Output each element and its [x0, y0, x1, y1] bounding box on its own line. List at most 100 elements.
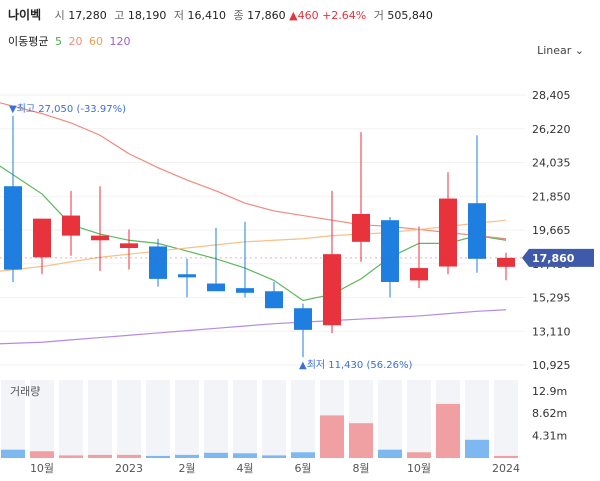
- low-annotation: ▲최저 11,430 (56.26%): [299, 359, 412, 371]
- candle-body: [149, 246, 167, 279]
- ma-20-label[interactable]: 20: [68, 35, 83, 48]
- x-axis-label: 10월: [407, 462, 431, 475]
- volume-column-bg: [59, 380, 83, 458]
- low-value: 16,410: [187, 9, 227, 22]
- ma-120-line: [0, 309, 507, 345]
- candle-body: [352, 214, 370, 242]
- volume-bar: [320, 415, 344, 458]
- volume-bar: [436, 403, 460, 458]
- candle-body: [294, 308, 312, 330]
- volume-bar: [262, 455, 286, 458]
- volume-bar: [349, 423, 373, 458]
- volume-bar: [117, 454, 141, 458]
- price-tick-label: 21,850: [532, 190, 571, 203]
- volume-column-bg: [262, 380, 286, 458]
- price-tick-label: 10,925: [532, 359, 571, 372]
- price-tick-label: 19,665: [532, 224, 571, 237]
- volume-bar: [30, 451, 54, 458]
- volume-column-bg: [378, 380, 402, 458]
- volume-bar: [146, 455, 170, 458]
- x-axis-label: 2023: [115, 462, 143, 475]
- close-label: 종: [233, 9, 244, 22]
- scale-mode-dropdown[interactable]: Linear ⌄: [537, 44, 584, 57]
- volume-column-bg: [1, 380, 25, 458]
- candle-body: [91, 235, 109, 241]
- candle-body: [381, 220, 399, 282]
- quote-header: 나이벡 시 17,280 고 18,190 저 16,410 종 17,860 …: [8, 6, 433, 23]
- open-value: 17,280: [68, 9, 107, 22]
- x-axis-label: 10월: [30, 462, 54, 475]
- volume-bar: [378, 449, 402, 458]
- volume-tick-label: 8.62m: [532, 407, 567, 420]
- volume-column-bg: [117, 380, 141, 458]
- x-axis-label: 8월: [352, 462, 369, 475]
- volume-column-bg: [407, 380, 431, 458]
- candle-body: [265, 291, 283, 309]
- stock-name: 나이벡: [8, 8, 42, 22]
- volume-value: 505,840: [387, 9, 433, 22]
- candle-body: [207, 283, 225, 292]
- change-value: ▲460 +2.64%: [289, 9, 367, 22]
- volume-tick-label: 12.9m: [532, 385, 567, 398]
- price-tick-label: 15,295: [532, 292, 571, 305]
- ma-5-label[interactable]: 5: [54, 35, 62, 48]
- volume-column-bg: [88, 380, 112, 458]
- volume-axis-label: 거래량: [10, 385, 40, 398]
- candle-body: [497, 257, 515, 267]
- volume-bar: [407, 452, 431, 458]
- x-axis-label: 2024: [492, 462, 520, 475]
- volume-bar: [175, 454, 199, 458]
- candle-body: [410, 268, 428, 281]
- scale-mode-label: Linear: [537, 44, 572, 57]
- volume-column-bg: [233, 380, 257, 458]
- volume-column-bg: [494, 380, 518, 458]
- volume-tick-label: 4.31m: [532, 430, 567, 443]
- ma-20-line: [0, 102, 507, 240]
- x-axis-label: 4월: [236, 462, 253, 475]
- volume-label: 거: [373, 9, 384, 22]
- volume-column-bg: [30, 380, 54, 458]
- ma-60-label[interactable]: 60: [88, 35, 103, 48]
- volume-bar: [465, 439, 489, 458]
- current-price-badge: [522, 248, 594, 267]
- volume-bar: [494, 455, 518, 458]
- candle-body: [62, 215, 80, 236]
- candle-body: [178, 274, 196, 278]
- price-tick-label: 26,220: [532, 123, 571, 136]
- volume-column-bg: [291, 380, 315, 458]
- volume-column-bg: [175, 380, 199, 458]
- candle-body: [468, 203, 486, 259]
- candle-body: [33, 218, 51, 258]
- price-tick-label: 24,035: [532, 157, 571, 170]
- volume-column-bg: [204, 380, 228, 458]
- price-tick-label: 28,405: [532, 89, 571, 102]
- moving-average-legend: 이동평균 5 20 60 120: [8, 33, 133, 49]
- ma-5-line: [0, 165, 507, 302]
- volume-bar: [204, 452, 228, 458]
- price-tick-label: 13,110: [532, 325, 571, 338]
- open-label: 시: [54, 9, 65, 22]
- x-axis-label: 6월: [294, 462, 311, 475]
- current-price-label: 17,860: [532, 252, 575, 265]
- volume-bar: [291, 452, 315, 458]
- high-annotation: ▼최고 27,050 (-33.97%): [9, 103, 126, 115]
- close-value: 17,860: [247, 9, 286, 22]
- candle-body: [439, 198, 457, 267]
- volume-column-bg: [146, 380, 170, 458]
- volume-bar: [233, 453, 257, 458]
- ma-legend-label: 이동평균: [8, 35, 49, 48]
- candle-body: [4, 186, 22, 270]
- low-label: 저: [173, 9, 184, 22]
- candle-body: [323, 254, 341, 326]
- candle-body: [120, 243, 138, 248]
- high-label: 고: [114, 9, 125, 22]
- volume-bar: [88, 454, 112, 458]
- volume-bar: [59, 455, 83, 458]
- candle-body: [236, 288, 254, 293]
- ma-120-label[interactable]: 120: [109, 35, 131, 48]
- chevron-down-icon: ⌄: [574, 44, 584, 57]
- x-axis-label: 2월: [178, 462, 195, 475]
- volume-bar: [1, 449, 25, 458]
- high-value: 18,190: [127, 9, 167, 22]
